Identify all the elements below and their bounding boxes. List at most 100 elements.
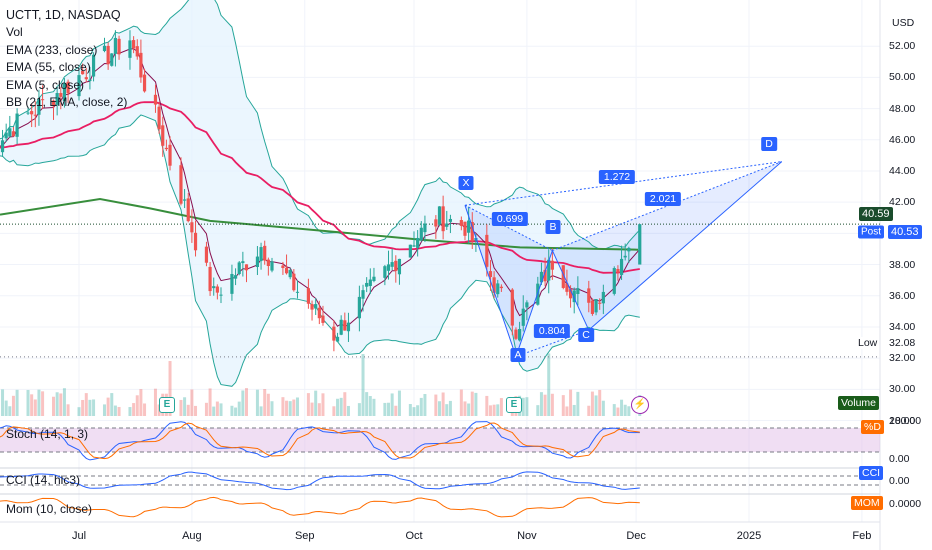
legend-ema5: EMA (5, close) (6, 77, 85, 92)
volume-bar (387, 402, 391, 416)
cci-line (0, 471, 640, 491)
volume-bar (92, 399, 96, 416)
candle-body (383, 266, 387, 278)
legend-ema55: EMA (55, close) (6, 60, 91, 75)
candle-body (292, 273, 296, 291)
volume-bar (263, 389, 267, 416)
volume-bar (339, 397, 343, 416)
candle-body (419, 227, 423, 241)
mom-label: Mom (10, close) (6, 502, 93, 516)
ema5-line (0, 48, 641, 327)
candle-body (368, 279, 372, 287)
stoch-k-line (0, 421, 640, 461)
candle-body (623, 255, 627, 258)
volume-bar (368, 396, 372, 416)
candle-body (514, 329, 518, 339)
volume-bar (4, 400, 8, 416)
volume-bar (135, 395, 139, 416)
volume-bar (397, 390, 401, 416)
price-tick-label: 42.00 (889, 196, 916, 209)
volume-bars (1, 353, 642, 416)
volume-bar (569, 389, 573, 416)
cci-label: CCI (14, hlc3) (6, 473, 81, 487)
candle-body (204, 246, 209, 263)
volume-bar (336, 398, 340, 416)
candle-body (153, 94, 158, 105)
volume-bar (321, 393, 325, 416)
volume-bar (620, 399, 624, 416)
time-tick-label: Oct (405, 530, 423, 542)
volume-bar (437, 401, 441, 416)
candle-body (467, 220, 471, 233)
volume-bar (285, 400, 289, 416)
volume-bar (230, 405, 234, 416)
volume-bar (55, 392, 59, 416)
volume-bar (416, 405, 420, 416)
volume-bar (423, 394, 427, 416)
volume-bar (474, 392, 478, 416)
candle-body (11, 131, 16, 137)
earnings-marker-icon[interactable]: E (506, 397, 522, 413)
volume-bar (357, 403, 361, 416)
volume-bar (102, 404, 106, 416)
volume-bar (488, 405, 492, 416)
stoch-tick-0: 0.00 (889, 453, 910, 465)
volume-bar (219, 403, 223, 416)
candle-body (619, 258, 624, 275)
candle-body (81, 70, 85, 75)
candle-body (91, 54, 96, 77)
candle-body (434, 219, 438, 227)
volume-bar (208, 388, 212, 416)
candles (0, 30, 642, 352)
volume-bar (59, 393, 63, 416)
legend-vol: Vol (6, 25, 23, 40)
candle-body (496, 283, 500, 295)
candle-body (463, 221, 467, 236)
candle-body (62, 83, 67, 102)
candle-body (594, 299, 598, 313)
candle-body (110, 53, 114, 66)
lightning-icon[interactable]: ⚡ (631, 396, 649, 414)
candle-body (485, 234, 489, 267)
price-tick-label: 38.00 (889, 258, 916, 271)
candle-body (8, 128, 12, 137)
volume-bar (459, 389, 463, 416)
earnings-marker-icon[interactable]: E (159, 397, 175, 413)
candle-body (339, 319, 343, 335)
harmonic-bcd-fill (552, 161, 782, 331)
volume-bar (627, 406, 631, 416)
time-tick-label: Nov (517, 530, 537, 542)
volume-bar (255, 389, 259, 416)
volume-bar (499, 398, 503, 416)
candle-body (161, 125, 165, 146)
candle-body (66, 81, 70, 94)
time-tick-label: Feb (852, 530, 872, 542)
stoch-label: Stoch (14, 1, 3) (6, 427, 89, 441)
price-tick-label: 34.00 (889, 320, 916, 333)
volume-bar (445, 404, 449, 416)
ema233-line (0, 197, 639, 251)
post-price-tag: 40.53 (888, 225, 922, 239)
volume-bar (561, 395, 565, 416)
volume-bar (186, 404, 190, 416)
post-label-tag: Post (858, 225, 885, 239)
candle-body (357, 296, 361, 319)
volume-bar (412, 407, 416, 416)
volume-bar (536, 405, 540, 416)
price-tick-label: 52.00 (889, 40, 916, 53)
candle-body (306, 288, 311, 304)
volume-bar (117, 406, 121, 416)
legend-bb: BB (21, EMA, close, 2) (6, 95, 128, 110)
candle-body (259, 247, 263, 262)
volume-bar (81, 399, 85, 416)
stoch-tick-100: 100.00 (889, 415, 922, 427)
time-tick-label: 2025 (736, 530, 762, 542)
volume-bar (547, 353, 551, 416)
time-tick-label: Dec (626, 530, 646, 542)
price-tick-label: 30.00 (889, 383, 916, 396)
candle-body (459, 220, 463, 226)
volume-bar (314, 390, 318, 416)
time-tick-label: Jul (71, 530, 87, 542)
mom-tag: MOM (851, 496, 883, 510)
